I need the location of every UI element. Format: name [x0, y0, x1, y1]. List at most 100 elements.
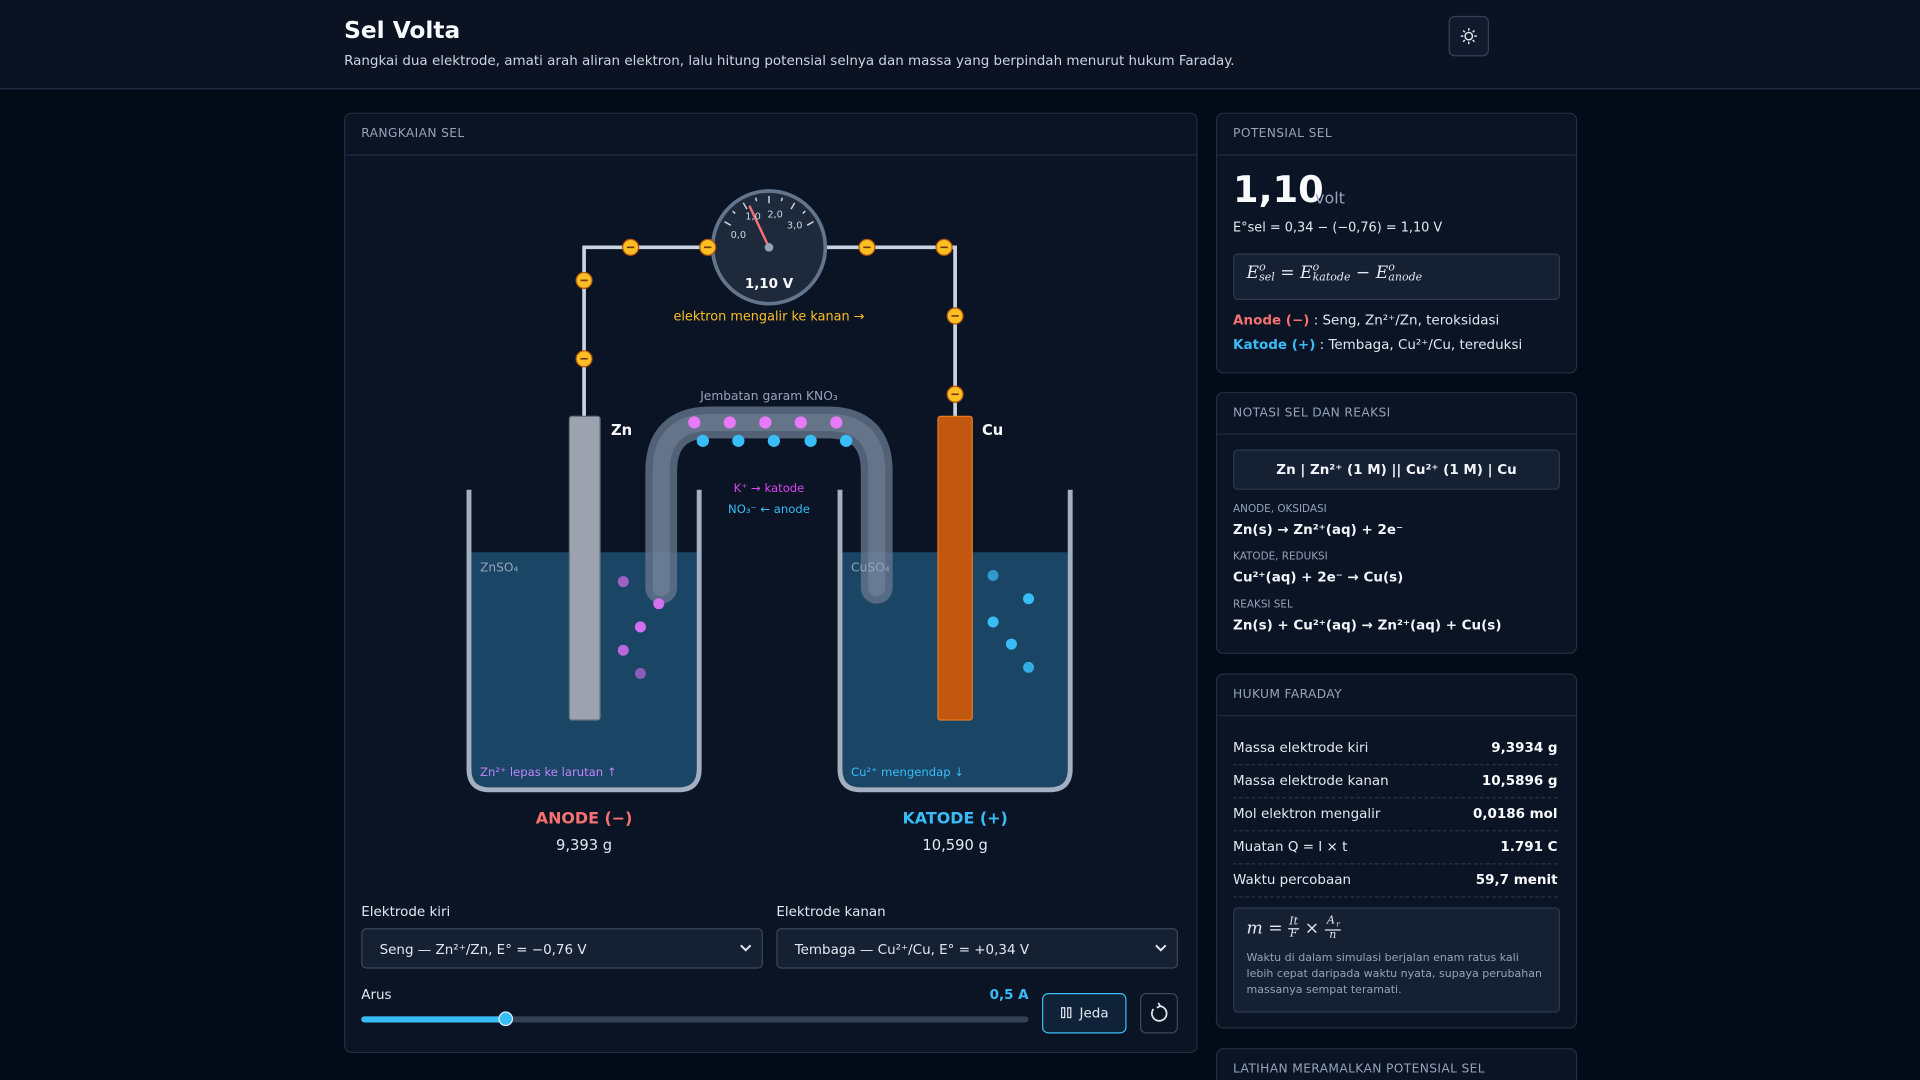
cathode-tag: Katode (+): [1233, 336, 1316, 353]
potential-value: 1,10: [1233, 168, 1324, 212]
cation-flow: K⁺ → katode: [734, 481, 805, 495]
sun-icon: [1460, 28, 1477, 45]
faraday-note: Waktu di dalam simulasi berjalan enam ra…: [1246, 952, 1542, 997]
anode-label: ANODE (−): [536, 809, 633, 828]
row-label: Massa elektrode kiri: [1233, 739, 1369, 756]
wire-right: [826, 245, 957, 417]
row-label: Waktu percobaan: [1233, 871, 1351, 888]
slider-track[interactable]: [361, 1016, 1029, 1023]
panel-heading: HUKUM FARADAY: [1217, 675, 1576, 717]
zinc-ion: [634, 621, 646, 633]
anion-dot: [840, 434, 853, 447]
gauge-tick: [754, 197, 758, 202]
cathode-text: : Tembaga, Cu²⁺/Cu, tereduksi: [1315, 336, 1523, 353]
fraction-denominator: n: [1329, 929, 1337, 942]
faraday-row: Mol elektron mengalir 0,0186 mol: [1233, 797, 1558, 832]
solution-label: ZnSO₄: [480, 561, 519, 575]
voltmeter-reading: 1,10 V: [745, 277, 794, 292]
reset-button[interactable]: [1140, 993, 1178, 1034]
potential-unit: volt: [1315, 189, 1345, 209]
formula-symbol: E: [1300, 263, 1313, 283]
cathode-info: Katode (+) : Tembaga, Cu²⁺/Cu, tereduksi: [1233, 337, 1522, 353]
beaker-right: [837, 489, 1073, 793]
cation-dot: [830, 416, 843, 429]
formula-operator: −: [1355, 263, 1371, 283]
electron-flow-label: elektron mengalir ke kanan →: [673, 310, 864, 325]
copper-ion: [1005, 638, 1017, 650]
fraction-numerator: Ar: [1324, 915, 1341, 931]
zinc-electrode: [568, 415, 601, 721]
formula-symbol: m: [1246, 918, 1263, 939]
row-value: 10,5896 g: [1481, 772, 1558, 789]
electrode-mass: 10,590 g: [922, 837, 987, 854]
fraction-numerator: It: [1288, 915, 1300, 930]
formula-sup: o: [1259, 262, 1266, 275]
row-value: 9,3934 g: [1491, 739, 1558, 756]
page-subtitle: Rangkai dua elektrode, amati arah aliran…: [344, 52, 1235, 69]
anion-flow: NO₃⁻ ← anode: [728, 502, 810, 516]
cation-dot: [794, 416, 807, 429]
select-value: Tembaga — Cu²⁺/Cu, E° = +0,34 V: [794, 941, 1030, 958]
gauge-tick-label: 2,0: [767, 209, 783, 220]
reset-icon: [1151, 1002, 1168, 1022]
gauge-tick-label: 1,0: [745, 212, 761, 223]
formula-sup: o: [1312, 262, 1320, 275]
fraction-denominator: F: [1289, 928, 1298, 941]
electrode-label: Zn: [611, 422, 632, 439]
anion-dot: [732, 434, 745, 447]
row-value: 59,7 menit: [1475, 871, 1558, 888]
cell-diagram: 0,0 1,0 2,0 3,0 1,10 V elektron mengalir…: [466, 189, 1073, 854]
theme-toggle[interactable]: [1448, 15, 1489, 57]
chevron: [1155, 944, 1167, 952]
wire-left: [582, 245, 713, 417]
practice-panel: LATIHAN MERAMALKAN POTENSIAL SEL: [1215, 1048, 1578, 1080]
pause-button[interactable]: Jeda: [1042, 993, 1127, 1034]
reaction-equation: Cu²⁺(aq) + 2e⁻ → Cu(s): [1233, 569, 1404, 586]
electrode-label: Cu: [982, 422, 1003, 439]
row-label: Muatan Q = I × t: [1233, 838, 1348, 855]
pause-icon: [1060, 1007, 1071, 1019]
cation-dot: [723, 416, 736, 429]
electrode-mass: 9,393 g: [556, 837, 612, 854]
select-value: Seng — Zn²⁺/Zn, E° = −0,76 V: [379, 941, 587, 958]
header-bar: [0, 0, 1920, 90]
cathode-label: KATODE (+): [902, 809, 1007, 828]
formula-symbol: E: [1246, 263, 1260, 283]
slider-fill: [361, 1016, 506, 1023]
formula-symbol: E: [1375, 263, 1389, 283]
row-value: 0,0186 mol: [1472, 805, 1558, 822]
page-title: Sel Volta: [344, 17, 461, 45]
panel-heading: RANGKAIAN SEL: [345, 114, 1197, 156]
left-electrode-select[interactable]: Seng — Zn²⁺/Zn, E° = −0,76 V: [361, 928, 763, 969]
zinc-ion: [634, 667, 646, 679]
cation-dot: [759, 416, 772, 429]
copper-ion: [1023, 661, 1035, 673]
voltmeter-needle: [748, 205, 771, 248]
row-label: Mol elektron mengalir: [1233, 805, 1381, 822]
solution-label: CuSO₄: [851, 561, 890, 575]
right-electrode-select[interactable]: Tembaga — Cu²⁺/Cu, E° = +0,34 V: [776, 928, 1178, 969]
faraday-row: Massa elektrode kanan 10,5896 g: [1233, 764, 1558, 799]
faraday-formula-box: m = It F × Ar n Waktu di dalam simulasi be…: [1233, 907, 1561, 1013]
anion-dot: [696, 434, 709, 447]
panel-heading: NOTASI SEL DAN REAKSI: [1217, 393, 1576, 435]
notation-panel: NOTASI SEL DAN REAKSI: [1215, 391, 1578, 654]
control-label: Elektrode kanan: [776, 903, 886, 920]
slider-thumb[interactable]: [498, 1011, 514, 1027]
panel-heading: LATIHAN MERAMALKAN POTENSIAL SEL: [1217, 1049, 1576, 1080]
cell-notation: Zn | Zn²⁺ (1 M) || Cu²⁺ (1 M) | Cu: [1233, 449, 1561, 490]
beaker-left: [466, 489, 702, 793]
gauge-tick: [724, 220, 732, 226]
faraday-row: Waktu percobaan 59,7 menit: [1233, 863, 1558, 898]
gauge-tick-label: 0,0: [731, 230, 747, 241]
ion-note: Zn²⁺ lepas ke larutan ↑: [480, 765, 617, 779]
reaction-label: KATODE, REDUKSI: [1233, 551, 1328, 564]
formula-operator: =: [1280, 263, 1295, 283]
potential-panel: POTENSIAL SEL: [1215, 112, 1578, 374]
faraday-formula: m = It F × Ar n: [1246, 915, 1341, 942]
formula-operator: ×: [1304, 918, 1320, 939]
